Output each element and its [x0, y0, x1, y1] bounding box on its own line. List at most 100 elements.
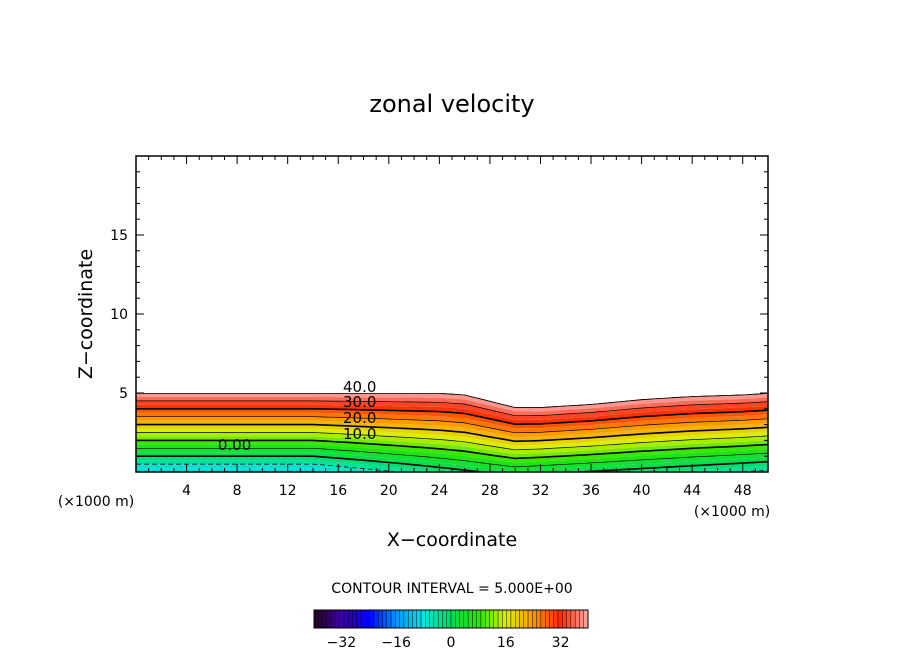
contour-line — [136, 463, 768, 472]
x-axis-label: X−coordinate — [387, 529, 517, 551]
colorbar-cell — [459, 609, 465, 629]
colorbar-cell — [395, 609, 400, 629]
colorbar-tick-label: 32 — [552, 635, 570, 651]
colorbar-cell — [536, 609, 542, 629]
colorbar-cell — [502, 609, 507, 629]
colorbar-cell — [378, 609, 383, 629]
colorbar-tick-label: 0 — [447, 635, 456, 651]
colorbar-cell — [493, 609, 499, 629]
colorbar-cell — [515, 609, 520, 629]
contour-line — [136, 408, 768, 426]
colorbar-cell — [330, 609, 336, 629]
velocity-band — [136, 424, 768, 446]
x-tick-label: 8 — [233, 483, 242, 499]
y-tick-label: 5 — [119, 386, 128, 402]
contour-line — [136, 439, 768, 460]
colorbar-tick-labels: −32 −16 0 16 32 — [327, 635, 570, 651]
colorbar-cell — [467, 609, 473, 629]
y-axis-label: Z−coordinate — [75, 249, 97, 379]
plot-area: 40.030.020.010.00.00 4 8 12 16 20 24 28 32 36 40 4… — [110, 155, 769, 499]
colorbar-cell — [412, 609, 417, 629]
colorbar-cell — [566, 609, 572, 629]
surface-line — [136, 393, 768, 408]
contour-label: 30.0 — [343, 393, 376, 411]
x-tick-label: 16 — [329, 483, 347, 499]
colorbar-cell — [437, 609, 443, 629]
colorbar-cell — [544, 609, 550, 629]
velocity-band — [136, 460, 768, 472]
contour-line — [136, 447, 768, 468]
contour-label: 40.0 — [343, 378, 376, 396]
contour-line — [136, 471, 768, 472]
y-tick-label: 15 — [110, 228, 128, 244]
velocity-band — [136, 440, 768, 463]
x-tick-label: 28 — [481, 483, 499, 499]
velocity-band — [136, 396, 768, 416]
velocity-band — [136, 464, 768, 472]
colorbar-cell — [386, 609, 392, 629]
velocity-band — [136, 393, 768, 412]
colorbar-cell — [318, 609, 323, 629]
y-tick-label: 10 — [110, 307, 128, 323]
contour-line — [136, 416, 768, 434]
colorbar-cell — [360, 609, 366, 629]
contour-label: 0.00 — [218, 436, 251, 454]
colorbar-cell — [476, 609, 482, 629]
x-unit-label-right: (×1000 m) — [694, 504, 770, 520]
colorbar-cell — [365, 609, 370, 629]
colorbar-cell — [570, 609, 576, 629]
colorbar-cell — [429, 609, 435, 629]
colorbar-tick-label: 16 — [497, 635, 515, 651]
x-tick-label: 24 — [430, 483, 448, 499]
colorbar-cell — [326, 609, 332, 629]
colorbar-cell — [399, 609, 405, 629]
x-unit-label-left: (×1000 m) — [58, 494, 134, 510]
x-tick-label: 48 — [734, 483, 752, 499]
colorbar-cell — [557, 609, 563, 629]
contour-label: 20.0 — [343, 409, 376, 427]
contour-line — [136, 400, 768, 417]
colorbar-frame — [313, 609, 589, 629]
colorbar-cell — [407, 609, 413, 629]
velocity-band — [136, 432, 768, 455]
x-axis-ticks: 4 8 12 16 20 24 28 32 36 40 44 48 — [148, 156, 756, 499]
colorbar-cell — [390, 609, 396, 629]
colorbar-cell — [373, 609, 379, 629]
x-tick-label: 4 — [182, 483, 191, 499]
velocity-band — [136, 468, 768, 472]
colorbar-cell — [510, 609, 516, 629]
colorbar-cell — [446, 609, 452, 629]
x-tick-label: 44 — [683, 483, 701, 499]
colorbar-cell — [527, 609, 533, 629]
colorbar-cell — [553, 609, 559, 629]
colorbar-cell — [420, 609, 426, 629]
colorbar-cell — [579, 609, 584, 629]
colorbar-cell — [403, 609, 409, 629]
colorbar-cell — [519, 609, 524, 629]
colorbar-cell — [335, 609, 340, 629]
colorbar-tick-label: −32 — [327, 635, 357, 651]
colorbar-cell — [506, 609, 512, 629]
colorbar-tick-label: −16 — [381, 635, 411, 651]
colorbar-cell — [416, 609, 422, 629]
velocity-band — [136, 444, 768, 467]
colorbar-cell — [549, 609, 554, 629]
colorbar-cell — [485, 609, 490, 629]
x-tick-label: 12 — [279, 483, 297, 499]
x-tick-label: 20 — [380, 483, 398, 499]
x-tick-label: 36 — [582, 483, 600, 499]
contour-label: 10.0 — [343, 425, 376, 443]
colorbar-cell — [562, 609, 567, 629]
colorbar-cell — [532, 609, 537, 629]
velocity-band — [136, 452, 768, 472]
colorbar-cell — [523, 609, 529, 629]
x-tick-label: 32 — [532, 483, 550, 499]
colorbar-cell — [583, 609, 589, 629]
colorbar-cell — [339, 609, 345, 629]
contour-lines — [136, 393, 768, 472]
colorbar-cell — [382, 609, 387, 629]
colorbar-cell — [442, 609, 447, 629]
velocity-band — [136, 404, 768, 425]
colorbar-cell — [450, 609, 456, 629]
